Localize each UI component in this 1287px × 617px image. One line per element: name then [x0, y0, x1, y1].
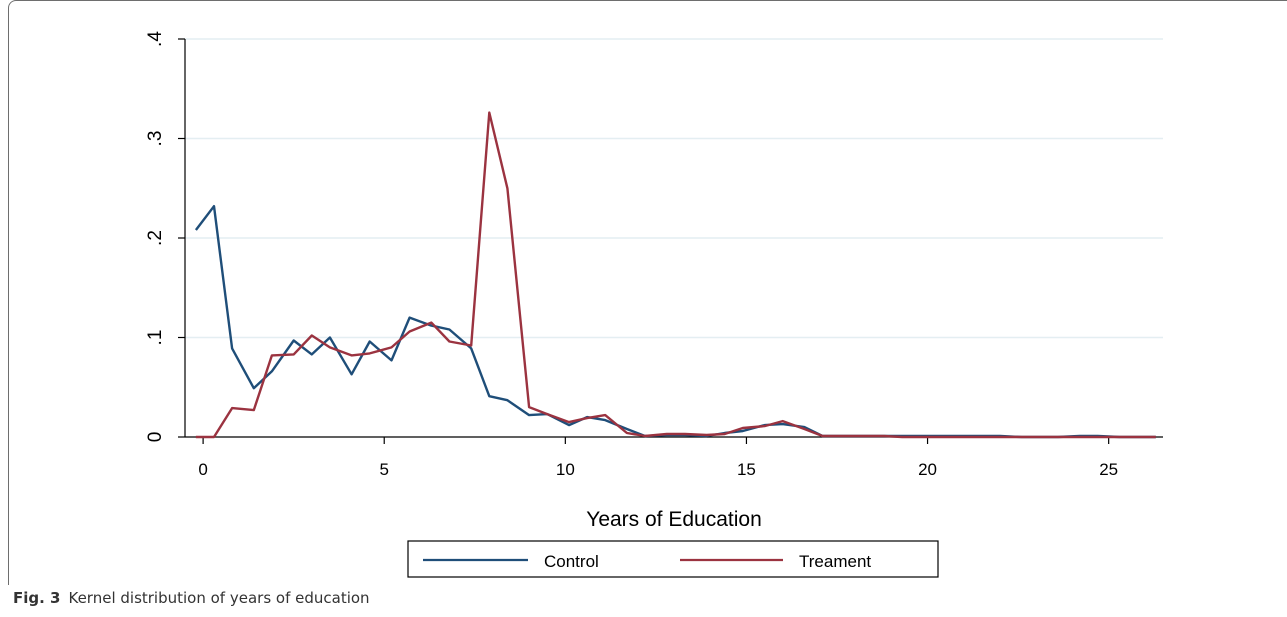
y-tick-label-1: .1 — [145, 330, 166, 346]
x-tick-label-0: 0 — [198, 460, 207, 479]
figure-caption-label: Fig. 3 — [13, 589, 61, 607]
series-line-treament — [195, 111, 1156, 439]
x-tick-label-2: 10 — [556, 460, 575, 479]
legend: Control Treament — [407, 540, 939, 578]
series-line-control — [194, 204, 1156, 439]
y-tick-label-0: 0 — [145, 432, 166, 443]
x-axis-label: Years of Education — [586, 508, 762, 531]
x-tick-label-4: 20 — [918, 460, 937, 479]
y-tick-label-3: .3 — [145, 131, 166, 147]
x-tick-label-3: 15 — [737, 460, 756, 479]
legend-label-treatment: Treament — [799, 552, 871, 571]
axis-layer: 0 .1 .2 .3 .4 0 5 10 15 20 25 — [145, 31, 1163, 479]
figure-frame — [8, 0, 1287, 585]
kernel-density-chart: 0 .1 .2 .3 .4 0 5 10 15 20 25 Years of Education C… — [145, 31, 1163, 578]
figure-caption-text: Kernel distribution of years of educatio… — [68, 589, 370, 607]
grid-layer — [185, 38, 1163, 339]
x-tick-label-5: 25 — [1099, 460, 1118, 479]
y-tick-label-4: .4 — [145, 31, 166, 47]
y-tick-label-2: .2 — [145, 230, 166, 246]
figure-caption: Fig. 3 Kernel distribution of years of ed… — [13, 589, 370, 607]
x-tick-label-1: 5 — [379, 460, 388, 479]
series-layer — [194, 111, 1156, 439]
legend-label-control: Control — [544, 552, 599, 571]
